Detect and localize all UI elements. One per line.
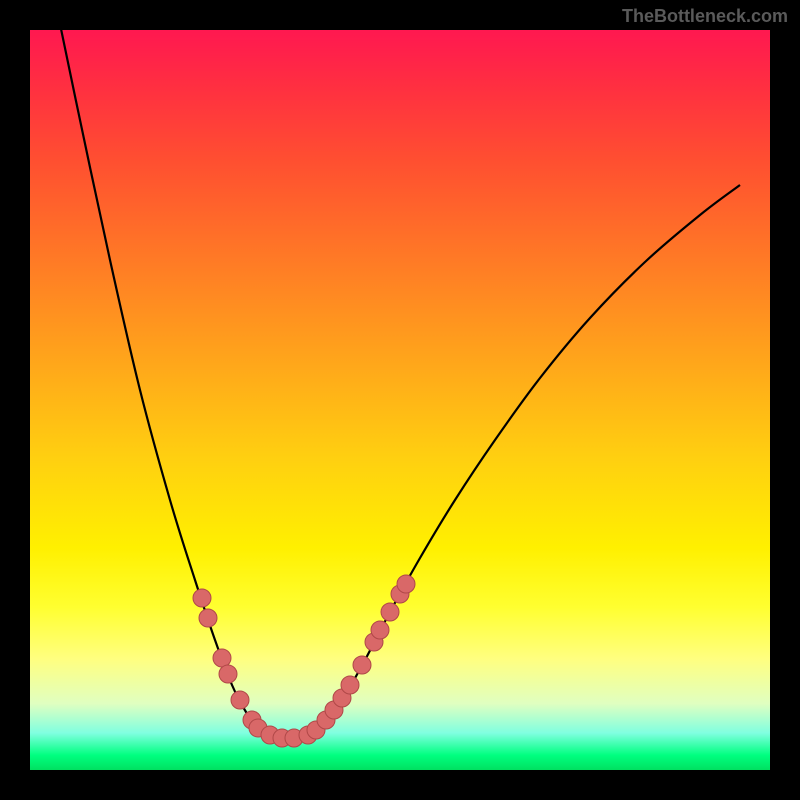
data-marker (193, 589, 211, 607)
data-marker (231, 691, 249, 709)
data-marker (371, 621, 389, 639)
watermark-text: TheBottleneck.com (622, 6, 788, 27)
curve-line-group (55, 0, 740, 739)
data-marker (353, 656, 371, 674)
curve-markers-group (193, 575, 415, 747)
data-marker (397, 575, 415, 593)
data-marker (341, 676, 359, 694)
data-marker (381, 603, 399, 621)
bottleneck-curve-chart (0, 0, 800, 800)
data-marker (213, 649, 231, 667)
bottleneck-curve (55, 0, 740, 739)
data-marker (199, 609, 217, 627)
data-marker (219, 665, 237, 683)
